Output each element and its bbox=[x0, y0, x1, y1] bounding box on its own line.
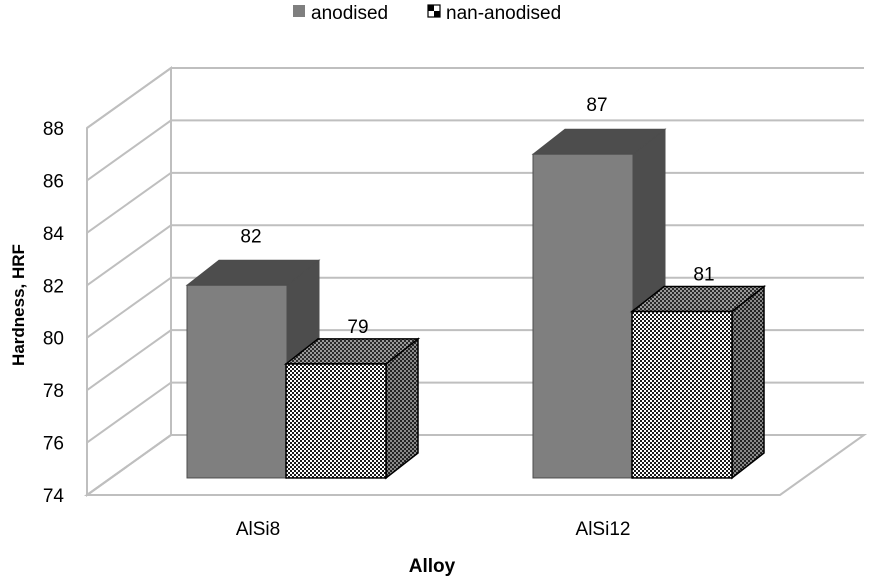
x-tick-label-AlSi12: AlSi12 bbox=[576, 519, 631, 540]
bar-AlSi8-nan-anodised bbox=[283, 337, 421, 480]
bar-front bbox=[285, 363, 387, 479]
legend-swatch-nan-anodised-fill-a bbox=[428, 5, 434, 11]
x-axis-title: Alloy bbox=[409, 556, 456, 577]
bar-front bbox=[532, 153, 634, 479]
data-label-AlSi8-nan-anodised: 79 bbox=[347, 317, 368, 338]
gridline-84 bbox=[86, 171, 864, 234]
bar-front bbox=[186, 284, 288, 479]
x-tick-label-AlSi8: AlSi8 bbox=[236, 519, 280, 540]
y-tick-label-84: 84 bbox=[43, 224, 65, 245]
bar-AlSi12-nan-anodised bbox=[629, 284, 767, 480]
left-wall bbox=[86, 66, 172, 497]
y-tick-label-76: 76 bbox=[43, 434, 64, 455]
gridline-86 bbox=[86, 119, 864, 182]
bars bbox=[185, 128, 767, 480]
data-label-AlSi8-anodised: 82 bbox=[240, 226, 261, 247]
legend-swatch-nan-anodised-fill-b bbox=[434, 11, 440, 17]
y-tick-label-74: 74 bbox=[43, 486, 65, 507]
gridline-88 bbox=[86, 67, 864, 129]
legend-label-nan-anodised: nan-anodised bbox=[446, 3, 561, 24]
y-tick-label-82: 82 bbox=[43, 276, 64, 297]
legend: anodised nan-anodised bbox=[293, 3, 561, 24]
data-label-AlSi12-nan-anodised: 81 bbox=[693, 265, 714, 286]
bar-side bbox=[731, 284, 765, 480]
legend-label-anodised: anodised bbox=[311, 3, 388, 24]
x-tick-labels: AlSi8 AlSi12 bbox=[236, 519, 631, 540]
y-axis-title: Hardness, HRF bbox=[9, 244, 28, 366]
data-label-AlSi12-anodised: 87 bbox=[586, 95, 607, 116]
y-tick-label-88: 88 bbox=[43, 119, 64, 140]
y-tick-labels: 74 76 78 80 82 84 86 88 bbox=[43, 119, 65, 507]
y-tick-label-80: 80 bbox=[43, 329, 64, 350]
y-tick-label-86: 86 bbox=[43, 171, 64, 192]
data-labels: 82 79 87 81 bbox=[240, 95, 714, 338]
bar-front bbox=[631, 310, 733, 479]
legend-swatch-anodised bbox=[293, 5, 305, 17]
y-tick-label-78: 78 bbox=[43, 381, 64, 402]
